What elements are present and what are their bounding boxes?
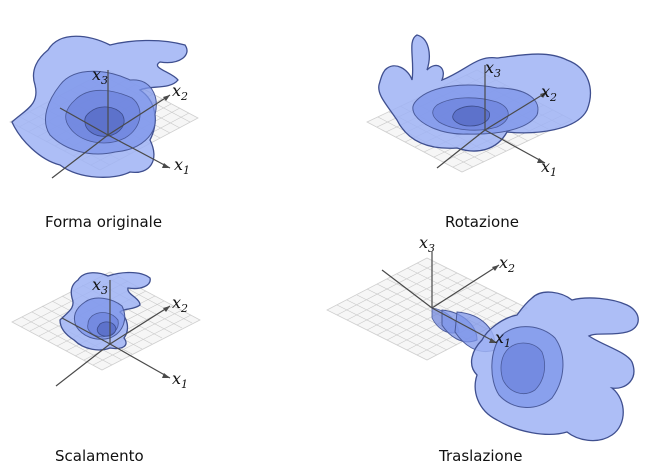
panel-translation: x3 x2 x1 Traslazione — [326, 233, 654, 473]
shape-core — [452, 105, 490, 127]
axis-x1 — [484, 129, 546, 164]
caption-original: Forma originale — [45, 213, 163, 231]
panel-original: x3 x2 x1 Forma originale — [0, 0, 327, 240]
label-x2: x2 — [172, 81, 188, 103]
axis-x1 — [109, 343, 171, 379]
label-x1: x1 — [541, 157, 557, 179]
label-x1: x1 — [174, 155, 190, 177]
caption-rotation: Rotazione — [445, 213, 519, 231]
panel-scaling: x3 x2 x1 Scalamento — [0, 240, 327, 473]
label-x1: x1 — [172, 369, 188, 391]
axis-x2 — [431, 264, 500, 309]
label-x3: x3 — [485, 58, 501, 80]
caption-translation: Traslazione — [439, 447, 523, 465]
label-x2: x2 — [541, 82, 557, 104]
label-x2: x2 — [172, 293, 188, 315]
axis-x2 — [484, 91, 548, 131]
shape-layer-3 — [500, 342, 546, 394]
diagram-rotation: x3 x2 x1 — [366, 34, 591, 179]
axis-x2-negative — [59, 107, 109, 136]
label-x3: x3 — [419, 233, 435, 255]
axis-x1-negative — [436, 129, 486, 169]
diagram-scaling: x3 x2 x1 — [11, 271, 201, 391]
label-x3: x3 — [92, 65, 108, 87]
shape-core — [96, 321, 117, 337]
axis-x1 — [107, 134, 171, 169]
axis-x1-negative — [55, 343, 111, 387]
diagram-original: x3 x2 x1 — [9, 35, 199, 179]
label-x2: x2 — [499, 253, 515, 275]
shape-core — [84, 106, 125, 137]
label-x1: x1 — [495, 328, 511, 350]
label-x3: x3 — [92, 275, 108, 297]
axis-x2 — [109, 305, 171, 345]
diagram-translation: x3 x2 x1 — [326, 233, 639, 442]
axis-x1 — [431, 307, 498, 344]
caption-scaling: Scalamento — [55, 447, 144, 465]
axis-x2 — [107, 94, 171, 136]
axis-x2-negative — [381, 269, 433, 309]
axis-x2-negative — [61, 317, 111, 345]
panel-rotation: x3 x2 x1 Rotazione — [327, 0, 654, 240]
axis-x1-negative — [51, 134, 109, 179]
